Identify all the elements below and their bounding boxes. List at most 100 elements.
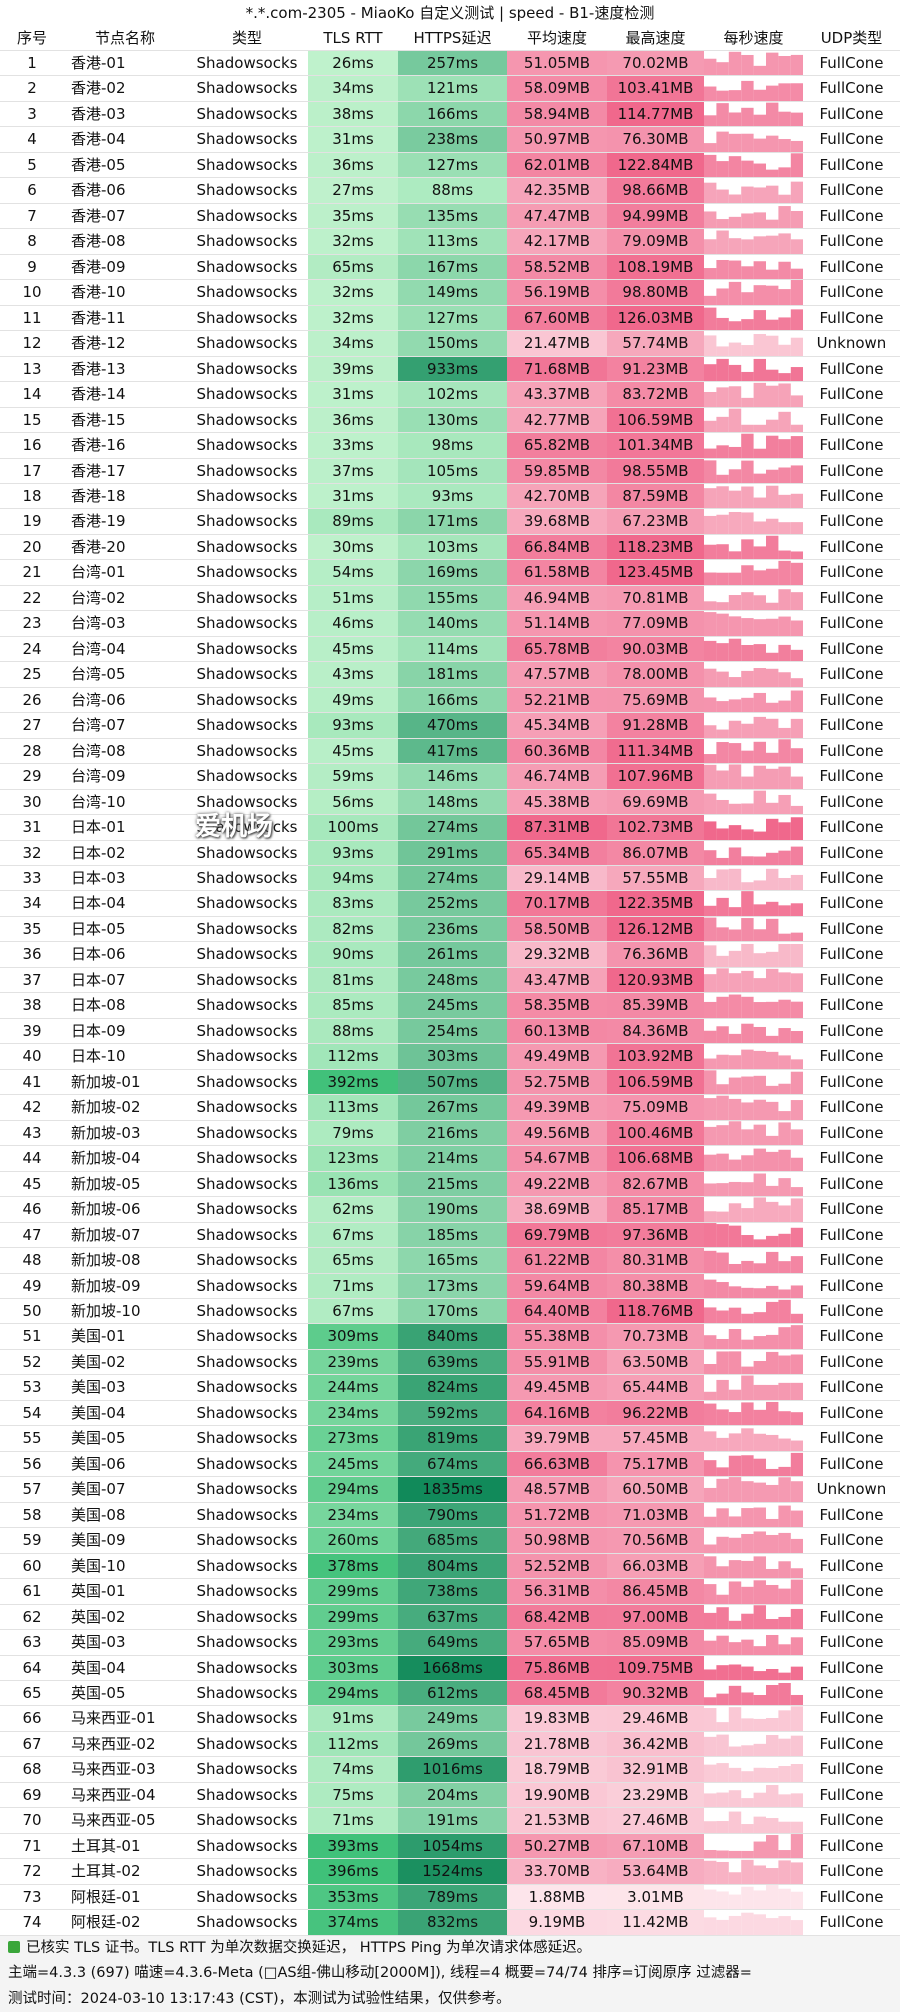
row-index: 47 bbox=[0, 1223, 64, 1249]
sparkline bbox=[704, 1325, 803, 1349]
spark-bar bbox=[766, 369, 779, 382]
node-name: 美国-10 bbox=[64, 1554, 186, 1580]
max-speed: 97.00MB bbox=[607, 1604, 704, 1631]
spark-bar bbox=[766, 1868, 779, 1884]
spark-bar bbox=[753, 546, 766, 560]
spark-bar bbox=[766, 918, 779, 942]
spark-bar bbox=[766, 1102, 779, 1120]
node-type: Shadowsocks bbox=[186, 1350, 308, 1376]
max-speed: 36.42MB bbox=[607, 1731, 704, 1758]
https-delay: 127ms bbox=[398, 305, 507, 332]
speed-table: 序号 节点名称 类型 TLS RTT HTTPS延迟 平均速度 最高速度 每秒速度 UDP类型 1… bbox=[0, 26, 900, 1936]
max-speed: 76.30MB bbox=[607, 127, 704, 153]
https-delay: 130ms bbox=[398, 407, 507, 434]
avg-speed: 18.79MB bbox=[507, 1757, 607, 1783]
spark-bar bbox=[753, 1124, 766, 1146]
node-type: Shadowsocks bbox=[186, 1477, 308, 1503]
udp-type: FullCone bbox=[803, 1834, 900, 1860]
spark-bar bbox=[741, 160, 754, 178]
udp-type: FullCone bbox=[803, 1146, 900, 1172]
spark-bar bbox=[716, 602, 729, 611]
row-index: 41 bbox=[0, 1070, 64, 1096]
spark-bar bbox=[716, 1182, 729, 1197]
spark-bar bbox=[778, 972, 791, 993]
tls-rtt: 392ms bbox=[308, 1069, 398, 1096]
spark-bar bbox=[704, 1488, 717, 1502]
tls-rtt: 234ms bbox=[308, 1400, 398, 1427]
spark-bar bbox=[728, 238, 742, 254]
spark-bar bbox=[741, 917, 754, 942]
spark-bar bbox=[704, 1640, 717, 1655]
spark-bar bbox=[778, 1177, 791, 1197]
spark-bar bbox=[741, 1586, 754, 1604]
udp-type: FullCone bbox=[803, 535, 900, 561]
spark-bar bbox=[728, 1285, 742, 1298]
spark-bar bbox=[753, 1556, 766, 1579]
spark-bar bbox=[728, 1307, 742, 1324]
node-type: Shadowsocks bbox=[186, 1324, 308, 1350]
spark-bar bbox=[778, 289, 791, 305]
avg-speed: 56.31MB bbox=[507, 1579, 607, 1605]
node-name: 新加坡-09 bbox=[64, 1274, 186, 1299]
spark-bar bbox=[728, 446, 742, 458]
max-speed: 76.36MB bbox=[607, 942, 704, 968]
node-type: Shadowsocks bbox=[186, 1452, 308, 1478]
node-type: Shadowsocks bbox=[186, 280, 308, 306]
spark-bar bbox=[716, 259, 729, 280]
spark-bar bbox=[790, 1030, 803, 1044]
max-speed: 67.23MB bbox=[607, 509, 704, 535]
max-speed: 23.29MB bbox=[607, 1782, 704, 1809]
spark-bar bbox=[704, 1516, 717, 1528]
spark-bar bbox=[704, 516, 717, 534]
tls-rtt: 299ms bbox=[308, 1604, 398, 1631]
spark-bar bbox=[753, 187, 766, 203]
https-delay: 303ms bbox=[398, 1044, 507, 1070]
tls-rtt: 81ms bbox=[308, 967, 398, 994]
node-name: 香港-02 bbox=[64, 76, 186, 102]
node-type: Shadowsocks bbox=[186, 255, 308, 281]
tls-rtt: 27ms bbox=[308, 178, 398, 204]
per-second-speed bbox=[704, 1859, 803, 1885]
spark-bar bbox=[766, 52, 779, 76]
spark-bar bbox=[704, 143, 717, 152]
spark-bar bbox=[704, 793, 717, 815]
sparkline-header: 每秒速度 bbox=[704, 26, 803, 51]
https-delay: 216ms bbox=[398, 1120, 507, 1147]
spark-bar bbox=[728, 408, 742, 433]
https-delay: 789ms bbox=[398, 1884, 507, 1911]
sparkline bbox=[704, 1049, 803, 1069]
spark-bar bbox=[716, 1664, 729, 1680]
spark-bar bbox=[766, 385, 779, 407]
tls-rtt: 79ms bbox=[308, 1120, 398, 1147]
spark-bar bbox=[741, 1102, 754, 1120]
spark-bar bbox=[778, 766, 791, 789]
node-name: 香港-04 bbox=[64, 127, 186, 153]
https-delay: 1054ms bbox=[398, 1833, 507, 1860]
tls-rtt: 30ms bbox=[308, 534, 398, 561]
spark-bar bbox=[753, 334, 766, 356]
per-second-speed bbox=[704, 1502, 803, 1529]
spark-bar bbox=[790, 493, 803, 509]
spark-bar bbox=[704, 1584, 717, 1604]
avg-speed: 87.31MB bbox=[507, 815, 607, 841]
node-name: 日本-05 bbox=[64, 917, 186, 943]
max-speed: 91.28MB bbox=[607, 713, 704, 739]
spark-bar bbox=[753, 497, 766, 509]
row-index: 72 bbox=[0, 1859, 64, 1885]
spark-bar bbox=[753, 717, 766, 738]
spark-bar bbox=[716, 346, 729, 356]
https-delay: 257ms bbox=[398, 51, 507, 77]
node-name: 香港-14 bbox=[64, 382, 186, 408]
per-second-speed bbox=[704, 738, 803, 765]
https-delay: 185ms bbox=[398, 1222, 507, 1249]
spark-bar bbox=[766, 1585, 779, 1604]
spark-bar bbox=[753, 880, 766, 891]
spark-bar bbox=[741, 1375, 754, 1400]
spark-bar bbox=[778, 1261, 791, 1273]
row-index: 50 bbox=[0, 1299, 64, 1325]
spark-bar bbox=[778, 1233, 791, 1248]
sparkline bbox=[704, 717, 803, 738]
spark-bar bbox=[716, 927, 729, 942]
spark-bar bbox=[790, 1059, 803, 1069]
sparkline bbox=[704, 1784, 803, 1808]
